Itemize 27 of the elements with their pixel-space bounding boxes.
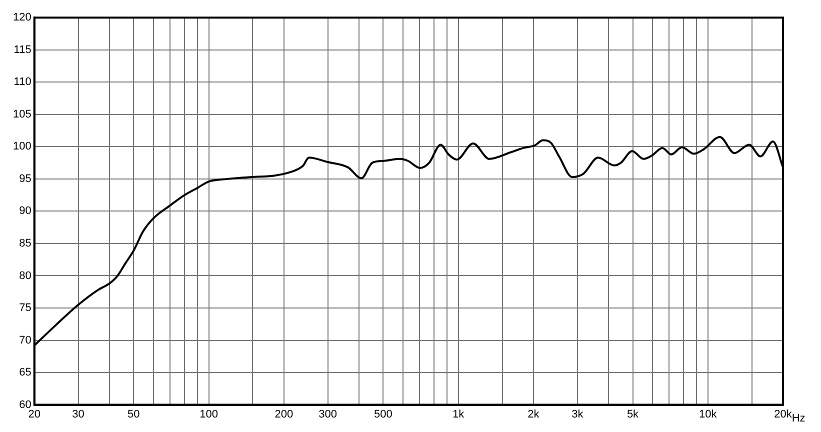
x-tick-label: 3k xyxy=(572,408,584,420)
y-tick-label: 90 xyxy=(19,205,32,218)
y-tick-label: 60 xyxy=(19,398,32,411)
y-tick-label: 110 xyxy=(14,76,32,88)
x-tick-label: 20 xyxy=(28,408,40,420)
x-tick-label: 20k xyxy=(774,408,792,420)
x-tick-label: 50 xyxy=(128,408,140,420)
y-tick-label: 75 xyxy=(19,302,32,314)
x-tick-label: 2k xyxy=(528,408,540,420)
x-tick-label: 300 xyxy=(318,408,338,420)
y-tick-label: 115 xyxy=(14,44,32,56)
x-tick-label: 1k xyxy=(452,408,465,420)
y-tick-label: 85 xyxy=(19,238,32,250)
x-tick-label: 500 xyxy=(374,408,392,420)
y-tick-label: 100 xyxy=(12,140,32,153)
x-tick-label: 100 xyxy=(200,408,218,420)
x-tick-label: 30 xyxy=(72,408,84,420)
y-tick-label: 65 xyxy=(19,366,32,379)
x-axis-title: Hz xyxy=(792,412,806,424)
x-tick-label: 5k xyxy=(626,408,640,420)
y-tick-label: 105 xyxy=(12,108,32,120)
y-tick-label: 120 xyxy=(12,12,32,24)
x-tick-label: 10k xyxy=(699,408,718,420)
y-tick-label: 80 xyxy=(19,270,32,282)
x-tick-label: 200 xyxy=(274,408,294,420)
y-tick-label: 95 xyxy=(19,172,32,185)
y-tick-label: 70 xyxy=(19,334,32,346)
